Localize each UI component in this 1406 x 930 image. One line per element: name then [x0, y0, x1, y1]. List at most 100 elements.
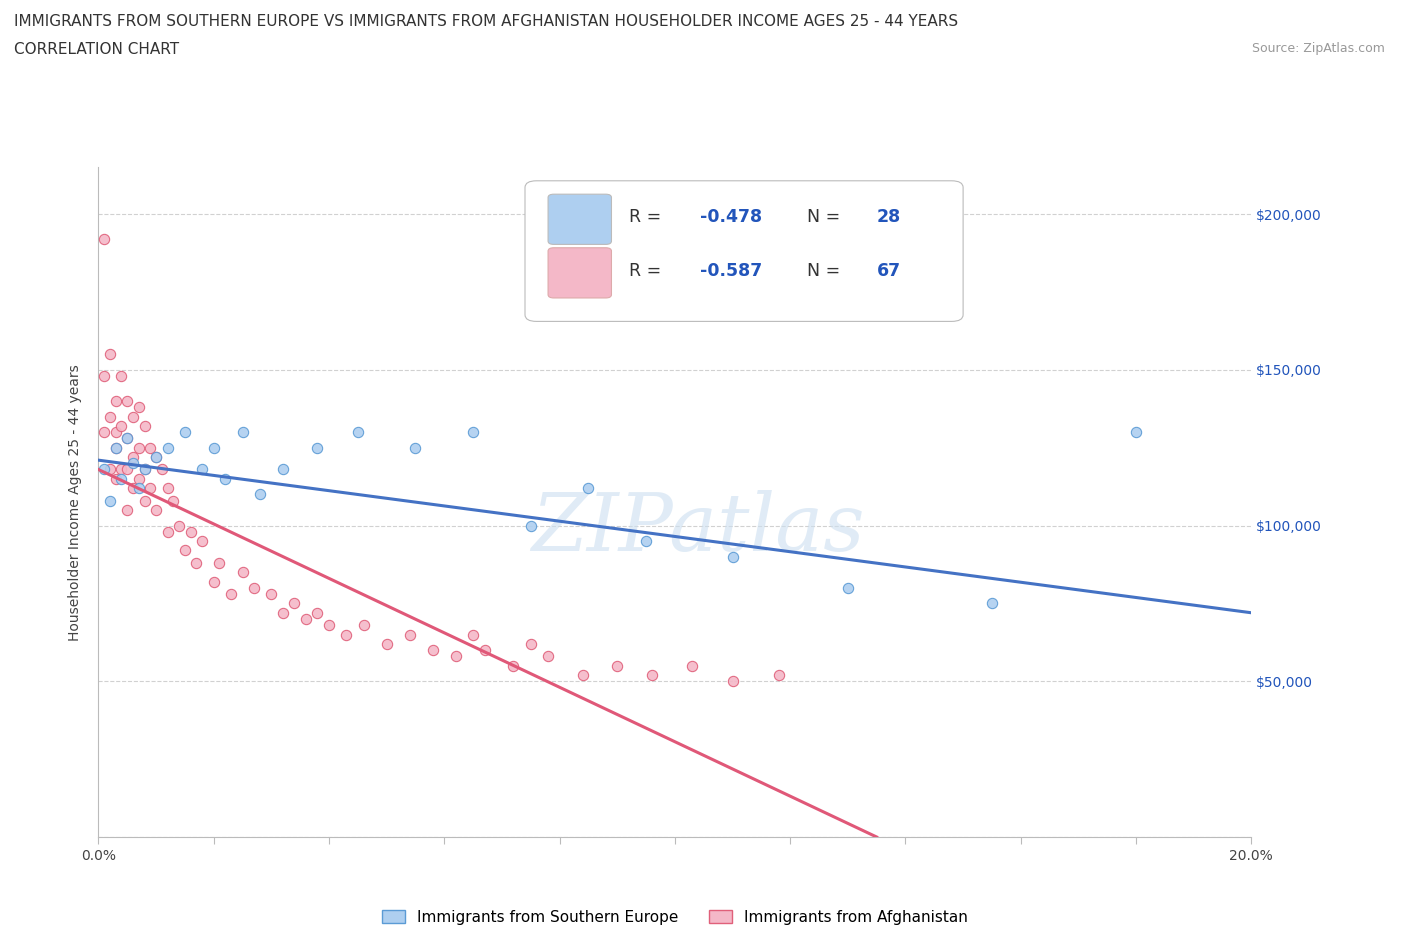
- Point: [174, 543, 197, 558]
- Point: [98, 409, 121, 424]
- Point: [93, 232, 115, 246]
- Point: [139, 440, 162, 455]
- Point: [98, 493, 121, 508]
- Point: [93, 462, 115, 477]
- Y-axis label: Householder Income Ages 25 - 44 years: Householder Income Ages 25 - 44 years: [69, 364, 83, 641]
- Point: [981, 596, 1004, 611]
- Text: 67: 67: [877, 261, 901, 280]
- Text: N =: N =: [807, 261, 846, 280]
- Point: [520, 518, 543, 533]
- Point: [202, 574, 225, 589]
- Point: [128, 400, 150, 415]
- Point: [122, 409, 145, 424]
- Point: [208, 555, 231, 570]
- Point: [139, 481, 162, 496]
- Point: [444, 649, 467, 664]
- Point: [110, 462, 132, 477]
- Point: [231, 425, 254, 440]
- Point: [231, 565, 254, 579]
- Point: [578, 481, 600, 496]
- Point: [93, 425, 115, 440]
- Point: [122, 449, 145, 464]
- Point: [98, 462, 121, 477]
- Point: [180, 525, 202, 539]
- Text: -0.478: -0.478: [700, 208, 762, 226]
- Point: [104, 393, 127, 408]
- Point: [520, 636, 543, 651]
- Point: [571, 668, 593, 683]
- Point: [641, 668, 664, 683]
- Point: [186, 555, 208, 570]
- Point: [474, 643, 496, 658]
- Point: [606, 658, 628, 673]
- Point: [721, 674, 744, 689]
- Point: [174, 425, 197, 440]
- Point: [271, 605, 294, 620]
- Point: [353, 618, 375, 632]
- Point: [837, 580, 859, 595]
- Text: -0.587: -0.587: [700, 261, 762, 280]
- Text: 28: 28: [877, 208, 901, 226]
- Point: [98, 347, 121, 362]
- Point: [271, 462, 294, 477]
- Text: R =: R =: [628, 208, 666, 226]
- Text: N =: N =: [807, 208, 846, 226]
- Point: [461, 627, 484, 642]
- Text: ZIPatlas: ZIPatlas: [531, 490, 865, 567]
- Point: [721, 550, 744, 565]
- Point: [375, 636, 398, 651]
- Point: [191, 534, 214, 549]
- Point: [295, 612, 318, 627]
- Point: [202, 440, 225, 455]
- Point: [422, 643, 444, 658]
- Point: [93, 368, 115, 383]
- Point: [768, 668, 790, 683]
- Point: [502, 658, 524, 673]
- Point: [117, 431, 139, 445]
- Point: [636, 534, 658, 549]
- Point: [128, 440, 150, 455]
- Point: [104, 440, 127, 455]
- Point: [219, 587, 242, 602]
- Point: [156, 440, 179, 455]
- Point: [156, 481, 179, 496]
- Point: [104, 425, 127, 440]
- Point: [156, 525, 179, 539]
- Point: [145, 449, 167, 464]
- Point: [167, 518, 190, 533]
- Point: [318, 618, 340, 632]
- Text: CORRELATION CHART: CORRELATION CHART: [14, 42, 179, 57]
- Point: [122, 481, 145, 496]
- Point: [307, 440, 329, 455]
- Point: [681, 658, 703, 673]
- Text: R =: R =: [628, 261, 666, 280]
- Point: [134, 418, 156, 433]
- Point: [249, 487, 271, 502]
- Point: [117, 431, 139, 445]
- Point: [128, 481, 150, 496]
- Point: [110, 472, 132, 486]
- Point: [1125, 425, 1147, 440]
- Point: [307, 605, 329, 620]
- Point: [405, 440, 427, 455]
- Point: [110, 418, 132, 433]
- Point: [104, 472, 127, 486]
- Legend: Immigrants from Southern Europe, Immigrants from Afghanistan: Immigrants from Southern Europe, Immigra…: [375, 903, 974, 930]
- Point: [145, 449, 167, 464]
- Point: [537, 649, 560, 664]
- FancyBboxPatch shape: [548, 247, 612, 298]
- Point: [122, 456, 145, 471]
- Point: [346, 425, 368, 440]
- Point: [461, 425, 484, 440]
- Point: [398, 627, 420, 642]
- Point: [128, 472, 150, 486]
- Point: [191, 462, 214, 477]
- Point: [117, 393, 139, 408]
- Point: [145, 502, 167, 517]
- Point: [214, 472, 236, 486]
- Text: Source: ZipAtlas.com: Source: ZipAtlas.com: [1251, 42, 1385, 55]
- Point: [162, 493, 184, 508]
- Point: [335, 627, 357, 642]
- Point: [134, 462, 156, 477]
- Text: IMMIGRANTS FROM SOUTHERN EUROPE VS IMMIGRANTS FROM AFGHANISTAN HOUSEHOLDER INCOM: IMMIGRANTS FROM SOUTHERN EUROPE VS IMMIG…: [14, 14, 957, 29]
